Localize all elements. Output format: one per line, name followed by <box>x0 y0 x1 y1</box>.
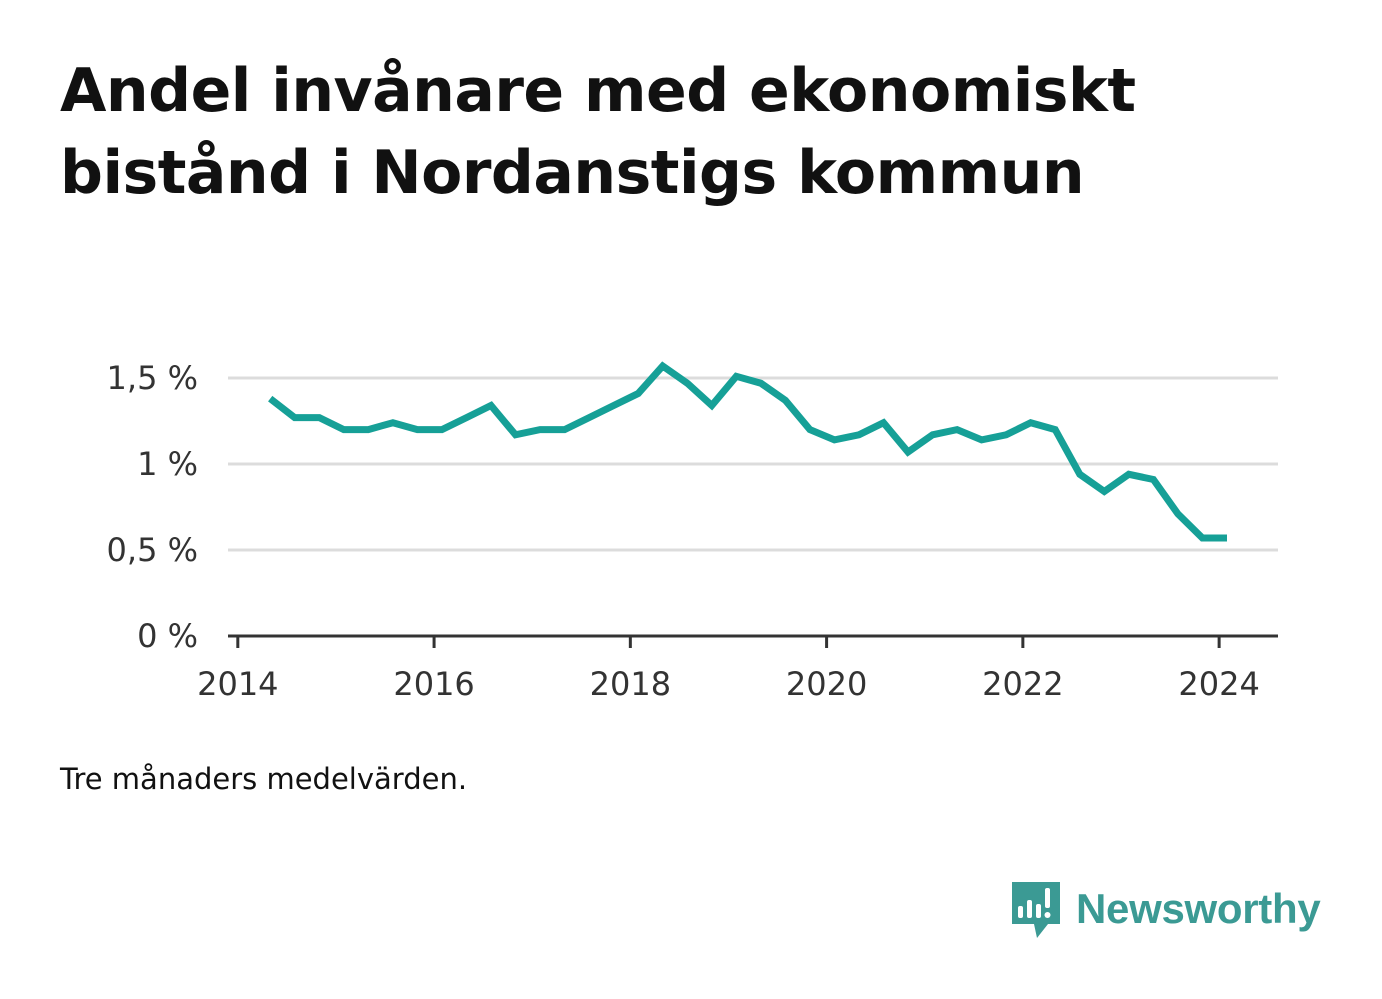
chart-title: Andel invånare med ekonomiskt bistånd i … <box>60 56 1136 208</box>
y-tick-label: 0,5 % <box>107 531 198 569</box>
x-tick-labels: 2014 2016 2018 2020 2022 2024 <box>197 665 1260 703</box>
series-layer <box>268 361 1227 542</box>
line-chart: 0 % 0,5 % 1 % 1,5 % 2014 2016 2018 2020 2022 202… <box>107 359 1278 703</box>
x-tick-label: 2018 <box>590 665 671 703</box>
y-tick-labels: 0 % 0,5 % 1 % 1,5 % <box>107 359 198 655</box>
x-axis <box>228 634 1278 648</box>
series-line-0 <box>268 361 1227 542</box>
brand-name: Newsworthy <box>1076 885 1321 932</box>
x-tick-label: 2022 <box>982 665 1063 703</box>
x-tick-label: 2014 <box>197 665 278 703</box>
x-tick-label: 2020 <box>786 665 867 703</box>
bar-chart-speech-bubble-icon <box>1012 882 1060 938</box>
x-tick-label: 2016 <box>393 665 474 703</box>
x-tick-label: 2024 <box>1178 665 1259 703</box>
brand-logo: Newsworthy <box>1010 878 1321 940</box>
y-tick-label: 1,5 % <box>107 359 198 397</box>
chart-note: Tre månaders medelvärden. <box>60 762 468 796</box>
grid-lines <box>228 376 1278 552</box>
y-tick-label: 1 % <box>137 445 198 483</box>
y-tick-label: 0 % <box>137 617 198 655</box>
